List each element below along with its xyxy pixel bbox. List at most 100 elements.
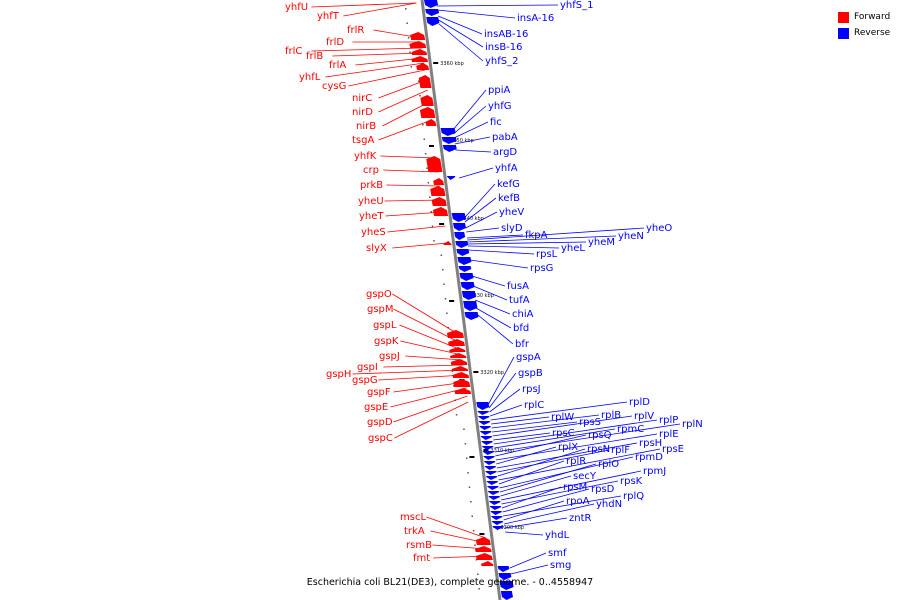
reverse-gene-label: yhfS_2: [485, 56, 519, 67]
feature-dot: [433, 240, 435, 242]
tick-mark: [483, 449, 489, 451]
feature-dot: [405, 8, 407, 10]
reverse-gene-block: [480, 436, 493, 440]
forward-gene-block: [454, 388, 472, 394]
reverse-gene-block: [481, 441, 493, 445]
forward-gene-label: gspC: [368, 433, 393, 444]
reverse-gene-block: [481, 446, 494, 450]
legend-forward-swatch: [838, 11, 849, 23]
feature-dot: [431, 225, 434, 227]
feature-dot: [409, 51, 411, 53]
forward-leader-line: [399, 324, 462, 351]
reverse-gene-block: [490, 511, 502, 515]
forward-gene-block: [432, 207, 449, 216]
reverse-gene-label: insB-16: [485, 42, 523, 53]
reverse-leader-line: [501, 486, 562, 509]
reverse-leader-line: [468, 249, 535, 255]
reverse-gene-label: yheV: [499, 207, 524, 218]
reverse-gene-block: [492, 526, 504, 530]
reverse-gene-block: [483, 461, 496, 465]
tick-mark: [433, 62, 439, 64]
reverse-leader-line: [467, 245, 560, 249]
reverse-leader-line: [505, 531, 544, 536]
forward-leader-line: [378, 89, 428, 113]
forward-leader-line: [343, 2, 417, 17]
forward-gene-label: gspO: [366, 289, 392, 300]
feature-dot: [423, 138, 426, 140]
forward-gene-label: gspK: [374, 336, 399, 347]
forward-gene-block: [425, 119, 437, 126]
strand-legend: Forward Reverse: [838, 9, 890, 41]
forward-gene-label: gspG: [352, 375, 378, 386]
reverse-gene-label: yheO: [646, 223, 672, 234]
reverse-gene-label: rplO: [598, 459, 619, 470]
reverse-gene-label: yheL: [561, 243, 585, 254]
feature-dot: [472, 530, 475, 532]
reverse-gene-label: yhdN: [596, 499, 622, 510]
forward-gene-label: nirD: [352, 107, 373, 118]
reverse-gene-label: tufA: [509, 295, 530, 306]
tick-label: 3350 kbp: [450, 138, 474, 144]
reverse-gene-label: chiA: [512, 309, 534, 320]
forward-gene-block: [420, 95, 434, 106]
reverse-gene-block: [457, 257, 472, 265]
feature-dot: [444, 298, 447, 300]
feature-dot: [463, 428, 465, 430]
reverse-leader-line: [465, 211, 498, 229]
reverse-gene-block: [460, 282, 475, 290]
reverse-gene-label: yhfA: [495, 163, 518, 174]
forward-gene-label: yhfK: [354, 151, 377, 162]
forward-gene-label: fmt: [413, 553, 430, 564]
reverse-gene-label: bfr: [515, 339, 530, 350]
forward-leader-line: [378, 374, 465, 381]
reverse-gene-label: rplR: [566, 456, 586, 467]
feature-dot: [465, 457, 468, 459]
reverse-gene-label: rpsE: [662, 444, 684, 455]
reverse-gene-block: [489, 501, 501, 505]
forward-gene-block: [449, 353, 467, 358]
reverse-gene-label: rplC: [524, 400, 544, 411]
reverse-leader-line: [467, 241, 587, 245]
reverse-leader-line: [491, 416, 550, 425]
reverse-gene-label: gspA: [516, 352, 541, 363]
forward-leader-line: [433, 555, 489, 559]
reverse-gene-block: [498, 573, 512, 580]
reverse-gene-block: [425, 9, 440, 16]
reverse-gene-label: rplV: [634, 411, 654, 422]
forward-gene-block: [433, 178, 445, 185]
feature-dot: [443, 283, 445, 285]
forward-gene-label: frlA: [329, 60, 346, 71]
forward-leader-line: [392, 242, 448, 249]
reverse-leader-line: [436, 4, 559, 7]
reverse-leader-line: [489, 388, 521, 413]
feature-dot: [441, 269, 444, 271]
forward-gene-label: gspE: [364, 402, 388, 413]
forward-gene-label: gspI: [357, 362, 378, 373]
forward-leader-line: [393, 308, 461, 344]
legend-reverse-swatch: [838, 27, 849, 39]
forward-gene-block: [453, 379, 471, 387]
reverse-leader-line: [494, 428, 616, 449]
reverse-gene-block: [480, 431, 492, 435]
forward-gene-label: prkB: [360, 180, 383, 191]
forward-gene-block: [450, 359, 468, 365]
reverse-leader-line: [488, 356, 515, 405]
reverse-leader-line: [438, 23, 484, 62]
reverse-gene-label: bfd: [513, 323, 529, 334]
tick-label: 3360 kbp: [440, 61, 464, 67]
reverse-gene-block: [500, 591, 513, 600]
reverse-gene-block: [485, 476, 498, 480]
reverse-gene-block: [476, 402, 490, 410]
forward-leader-line: [393, 381, 466, 393]
reverse-gene-block: [487, 491, 500, 495]
reverse-leader-line: [492, 421, 578, 433]
reverse-gene-block: [491, 521, 504, 525]
forward-leader-line: [432, 544, 488, 550]
reverse-gene-block: [477, 411, 489, 415]
feature-dot: [419, 95, 421, 97]
reverse-gene-block: [461, 291, 476, 300]
forward-gene-label: frlR: [347, 25, 364, 36]
reverse-gene-label: rplP: [659, 415, 678, 426]
reverse-leader-line: [474, 299, 511, 315]
reverse-leader-line: [467, 235, 617, 243]
